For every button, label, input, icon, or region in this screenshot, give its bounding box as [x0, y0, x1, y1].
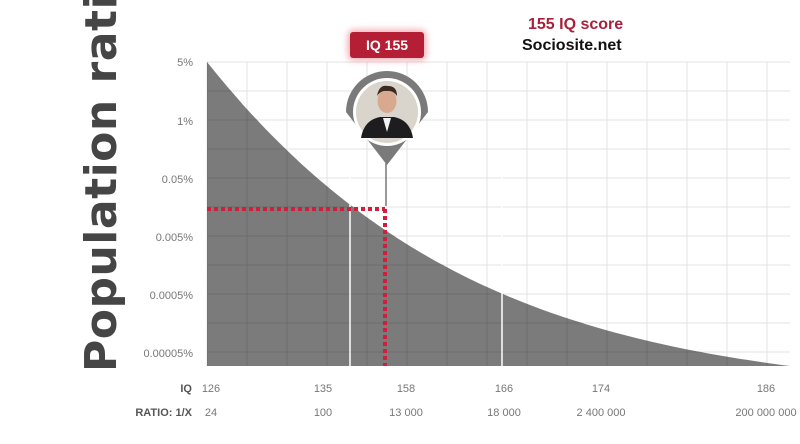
- y-axis-label: Population ratio: [76, 0, 127, 372]
- population-area: [207, 62, 790, 366]
- y-tick-label: 0.00005%: [143, 348, 193, 360]
- ratio-tick-label: 18 000: [487, 407, 521, 419]
- reference-lines: [349, 150, 503, 366]
- score-title: 155 IQ score: [528, 16, 624, 33]
- y-tick-label: 5%: [177, 57, 193, 69]
- y-tick-label: 0.005%: [156, 232, 194, 244]
- y-tick-labels: 5% 1% 0.05% 0.005% 0.0005% 0.00005%: [143, 57, 193, 360]
- site-name: Sociosite.net: [522, 37, 622, 54]
- x-tick-labels: IQ 126 135 158 166 174 186 RATIO: 1/X 24 100 13 00…: [135, 383, 796, 419]
- x-tick-label: 174: [592, 383, 610, 395]
- ratio-tick-label: 200 000 000: [735, 407, 796, 419]
- x-tick-label: 186: [757, 383, 775, 395]
- y-tick-label: 0.05%: [162, 174, 193, 186]
- ratio-tick-label: 24: [205, 407, 217, 419]
- y-tick-label: 0.0005%: [150, 290, 194, 302]
- x-tick-label: 126: [202, 383, 220, 395]
- x-row-label: IQ: [180, 383, 192, 395]
- highlight-lines: [207, 205, 389, 366]
- avatar-marker: [346, 71, 428, 206]
- ratio-tick-label: 100: [314, 407, 332, 419]
- x-tick-label: 158: [397, 383, 415, 395]
- ratio-row-label: RATIO: 1/X: [135, 407, 192, 419]
- x-tick-label: 135: [314, 383, 332, 395]
- iq-badge: IQ 155: [350, 32, 424, 58]
- x-tick-label: 166: [495, 383, 513, 395]
- ratio-tick-label: 2 400 000: [577, 407, 626, 419]
- avatar-face: [377, 89, 397, 113]
- y-tick-label: 1%: [177, 116, 193, 128]
- ratio-tick-label: 13 000: [389, 407, 423, 419]
- area-series: [207, 62, 790, 366]
